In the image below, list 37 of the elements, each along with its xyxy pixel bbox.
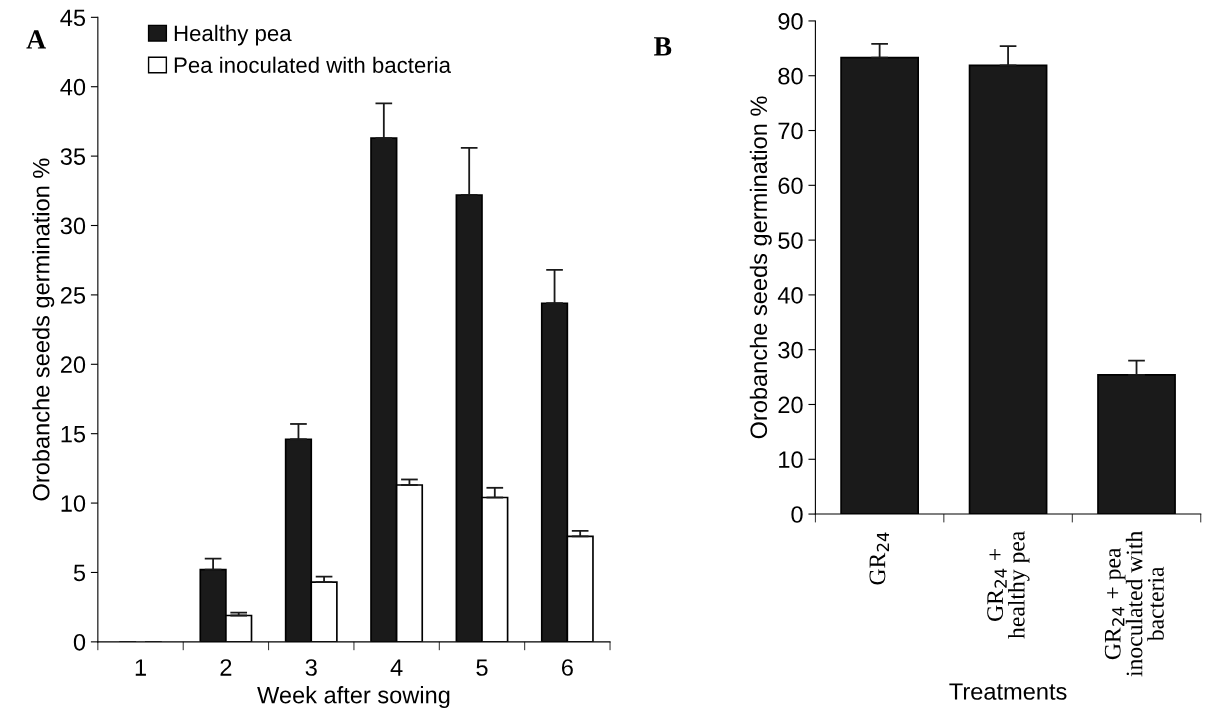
y-tick-label: 70	[778, 122, 803, 140]
y-tick-label: 90	[778, 13, 803, 30]
x-tick-label: 6	[561, 659, 573, 676]
x-tick-label: GR$_{24}$ + healthy pea	[987, 531, 1030, 639]
x-tick-label: 5	[476, 659, 488, 676]
text: A	[26, 30, 46, 49]
x-tick-label: 1	[135, 659, 146, 676]
y-tick-label: 20	[60, 356, 86, 374]
text: B	[654, 37, 672, 56]
x-tick-label: 4	[390, 659, 403, 676]
y-axis-title: Orobanche seeds germination %	[32, 158, 55, 501]
legend-label: Pea inoculated with bacteria	[174, 56, 451, 73]
y-tick-label: 30	[60, 217, 86, 235]
y-tick-label: 35	[60, 148, 86, 165]
y-tick-label: 45	[60, 9, 86, 27]
y-tick-label: 10	[61, 495, 86, 512]
x-tick-label: GR$_{24}$	[869, 532, 889, 585]
x-axis-title: Week after sowing	[257, 686, 450, 709]
y-tick-label: 5	[73, 564, 86, 582]
y-tick-label: 40	[60, 78, 86, 96]
x-axis-title: Treatments	[949, 683, 1067, 700]
legend-label: Healthy pea	[174, 24, 292, 46]
y-axis-title: Orobanche seeds germination %	[749, 96, 772, 439]
y-tick-label: 10	[779, 451, 803, 469]
x-tick-label: 2	[220, 659, 232, 676]
y-tick-label: 0	[73, 633, 86, 651]
y-tick-label: 50	[778, 232, 803, 249]
y-tick-label: 15	[61, 425, 86, 443]
y-tick-label: 20	[778, 396, 803, 414]
y-tick-label: 25	[60, 286, 86, 304]
y-tick-label: 0	[791, 506, 803, 523]
x-tick-label: 3	[305, 659, 317, 676]
y-tick-label: 60	[778, 177, 803, 195]
y-tick-label: 80	[778, 67, 803, 85]
x-tick-label: GR$_{24}$ + pea inoculated with bacteria	[1104, 531, 1164, 677]
y-tick-label: 40	[777, 286, 803, 304]
y-tick-label: 30	[778, 341, 803, 359]
